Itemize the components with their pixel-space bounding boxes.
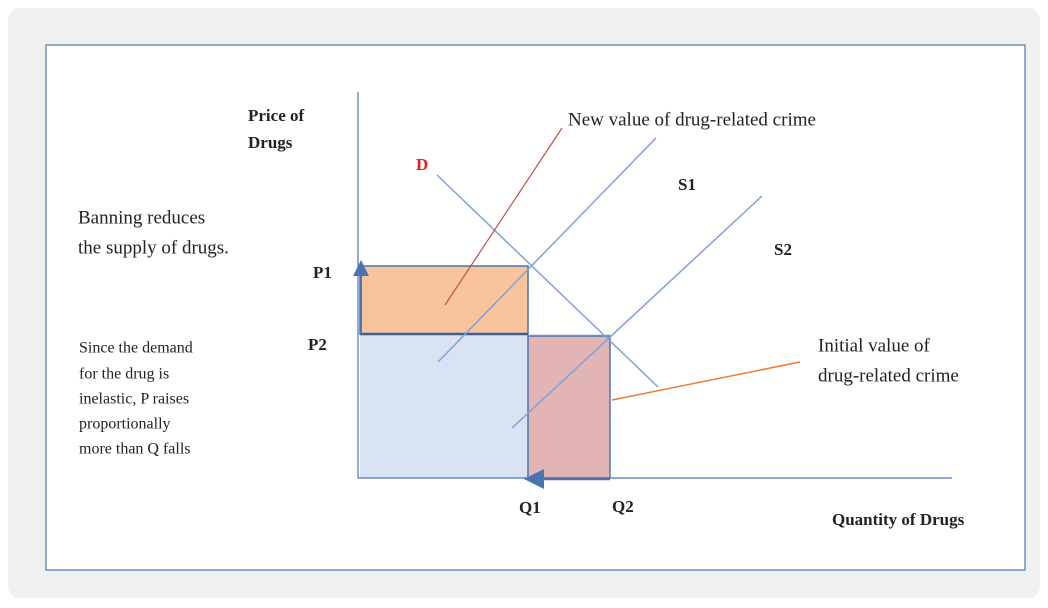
- area-pink: [527, 335, 611, 479]
- annotation: inelastic, P raises: [79, 391, 189, 408]
- s2-label: S2: [774, 240, 792, 259]
- pointer-new: [444, 127, 563, 306]
- p2-label: P2: [308, 335, 327, 354]
- pointer-initial: [611, 361, 801, 401]
- annotation: the supply of drugs.: [78, 237, 229, 258]
- y-label: Drugs: [248, 133, 293, 152]
- q1-label: Q1: [519, 498, 541, 517]
- annotation: drug-related crime: [818, 365, 959, 386]
- annotation: for the drug is: [79, 366, 169, 383]
- annotation: more than Q falls: [79, 441, 191, 458]
- demand-label: D: [416, 155, 428, 174]
- annotation: New value of drug-related crime: [568, 109, 816, 130]
- area-orange: [359, 265, 529, 335]
- supply-1-curve: [437, 137, 657, 363]
- q2-label: Q2: [612, 497, 634, 516]
- s1-label: S1: [678, 175, 696, 194]
- supply-2-curve: [511, 195, 763, 429]
- annotation: Initial value of: [818, 335, 931, 356]
- annotation: Banning reduces: [78, 207, 205, 228]
- annotation: Since the demand: [79, 340, 193, 357]
- y-label: Price of: [248, 106, 304, 125]
- demand-curve: [436, 174, 659, 388]
- x-label: Quantity of Drugs: [832, 510, 965, 529]
- p1-label: P1: [313, 263, 332, 282]
- annotation: proportionally: [79, 416, 171, 433]
- frame: [45, 44, 1026, 571]
